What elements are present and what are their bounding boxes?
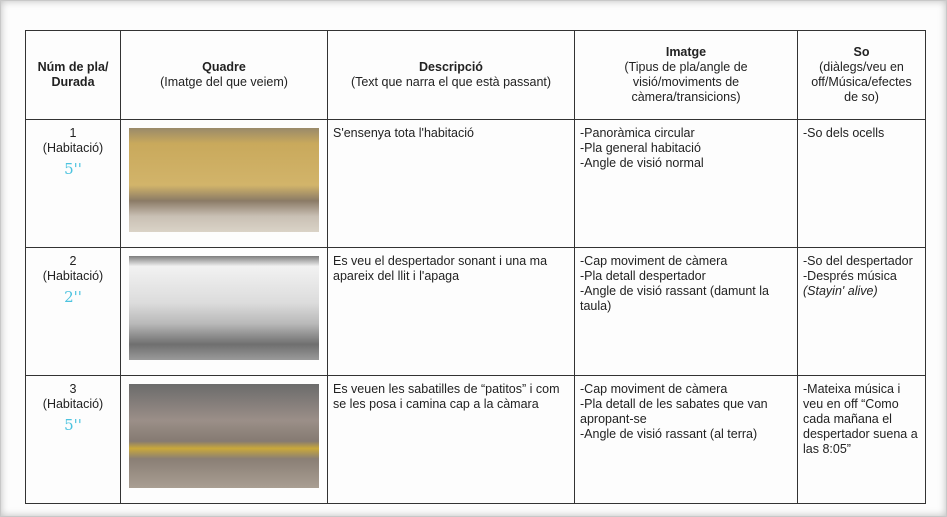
frame-photo — [129, 256, 319, 360]
image-item: -Angle de visió normal — [580, 156, 704, 170]
frame-photo — [129, 128, 319, 232]
image-item: -Angle de visió rassant (al terra) — [580, 427, 758, 441]
image-list: -Cap moviment de càmera -Pla detall despe… — [580, 254, 792, 314]
shot-number: 3 — [69, 382, 77, 396]
shot-location: (Habitació) — [42, 141, 104, 155]
header: So (diàlegs/veu en off/Música/efectes de … — [797, 30, 926, 120]
header-row: Núm de pla/ Durada Quadre (Imatge del que… — [25, 30, 926, 120]
sound-item: -Mateixa música i veu en off “Como cada … — [803, 382, 918, 456]
header-title: Quadre — [202, 60, 246, 74]
sound-item: -So dels ocells — [803, 126, 885, 140]
storyboard-table: Núm de pla/ Durada Quadre (Imatge del que… — [25, 30, 926, 504]
image-item: -Angle de visió rassant (damunt la taula… — [580, 284, 769, 313]
description: S'ensenya tota l'habitació — [333, 126, 474, 140]
image-cell: -Cap moviment de càmera -Pla detall de le… — [574, 375, 798, 504]
description-cell: Es veu el despertador sonant i una ma ap… — [327, 247, 575, 376]
frame-cell — [120, 119, 328, 248]
sound-note: (Stayin' alive) — [803, 284, 878, 298]
sound-cell: -So dels ocells — [797, 119, 926, 248]
sound-list: -So dels ocells — [803, 126, 920, 141]
shot-cell: 1 (Habitació) 5'' — [25, 119, 121, 248]
description-cell: S'ensenya tota l'habitació — [327, 119, 575, 248]
shot-cell: 2 (Habitació) 2'' — [25, 247, 121, 376]
header-title: Descripció — [419, 60, 483, 74]
row: 1 (Habitació) 5'' S'ensenya tota l'habitaci… — [25, 119, 926, 248]
image-item: -Panoràmica circular — [580, 126, 695, 140]
frame-cell — [120, 247, 328, 376]
header: Descripció (Text que narra el que està pa… — [327, 30, 575, 120]
image-list: -Panoràmica circular -Pla general habitac… — [580, 126, 792, 171]
row: 3 (Habitació) 5'' Es veuen les sabatilles d… — [25, 375, 926, 504]
sound-list: -So del despertador -Després música (Stayi… — [803, 254, 920, 299]
header: Quadre (Imatge del que veiem) — [120, 30, 328, 120]
row: 2 (Habitació) 2'' Es veu el despertador son… — [25, 247, 926, 376]
image-list: -Cap moviment de càmera -Pla detall de le… — [580, 382, 792, 442]
shot-location: (Habitació) — [42, 269, 104, 283]
frame-cell — [120, 375, 328, 504]
image-item: -Pla detall de les sabates que van aprop… — [580, 397, 768, 426]
sound-item: -Després música — [803, 269, 897, 283]
header-title: So — [853, 45, 870, 59]
image-item: -Cap moviment de càmera — [580, 254, 728, 268]
header-subtitle: (Tipus de pla/angle de visió/moviments d… — [624, 60, 748, 104]
sound-cell: -Mateixa música i veu en off “Como cada … — [797, 375, 926, 504]
description: Es veuen les sabatilles de “patitos” i c… — [333, 382, 560, 411]
description-cell: Es veuen les sabatilles de “patitos” i c… — [327, 375, 575, 504]
image-item: -Cap moviment de càmera — [580, 382, 728, 396]
frame-photo — [129, 384, 319, 488]
shot-duration: 5'' — [64, 160, 82, 178]
image-cell: -Panoràmica circular -Pla general habitac… — [574, 119, 798, 248]
shot-duration: 2'' — [64, 288, 82, 306]
shot-duration: 5'' — [64, 416, 82, 434]
shot-number: 2 — [69, 254, 77, 268]
header-title: Núm de pla/ Durada — [37, 60, 109, 89]
header: Imatge (Tipus de pla/angle de visió/movim… — [574, 30, 798, 120]
image-cell: -Cap moviment de càmera -Pla detall despe… — [574, 247, 798, 376]
shot-number: 1 — [69, 126, 77, 140]
sound-list: -Mateixa música i veu en off “Como cada … — [803, 382, 920, 457]
sound-cell: -So del despertador -Després música (Stayi… — [797, 247, 926, 376]
header-subtitle: (Imatge del que veiem) — [160, 75, 288, 89]
shot-cell: 3 (Habitació) 5'' — [25, 375, 121, 504]
description: Es veu el despertador sonant i una ma ap… — [333, 254, 548, 283]
shot-location: (Habitació) — [42, 397, 104, 411]
sound-item: -So del despertador — [803, 254, 913, 268]
sound-note-item: (Stayin' alive) — [803, 284, 920, 299]
header-subtitle: (Text que narra el que està passant) — [350, 75, 552, 89]
image-item: -Pla detall despertador — [580, 269, 706, 283]
image-item: -Pla general habitació — [580, 141, 701, 155]
header: Núm de pla/ Durada — [25, 30, 121, 120]
header-subtitle: (diàlegs/veu en off/Música/efectes de so… — [811, 60, 912, 104]
header-title: Imatge — [665, 45, 707, 59]
